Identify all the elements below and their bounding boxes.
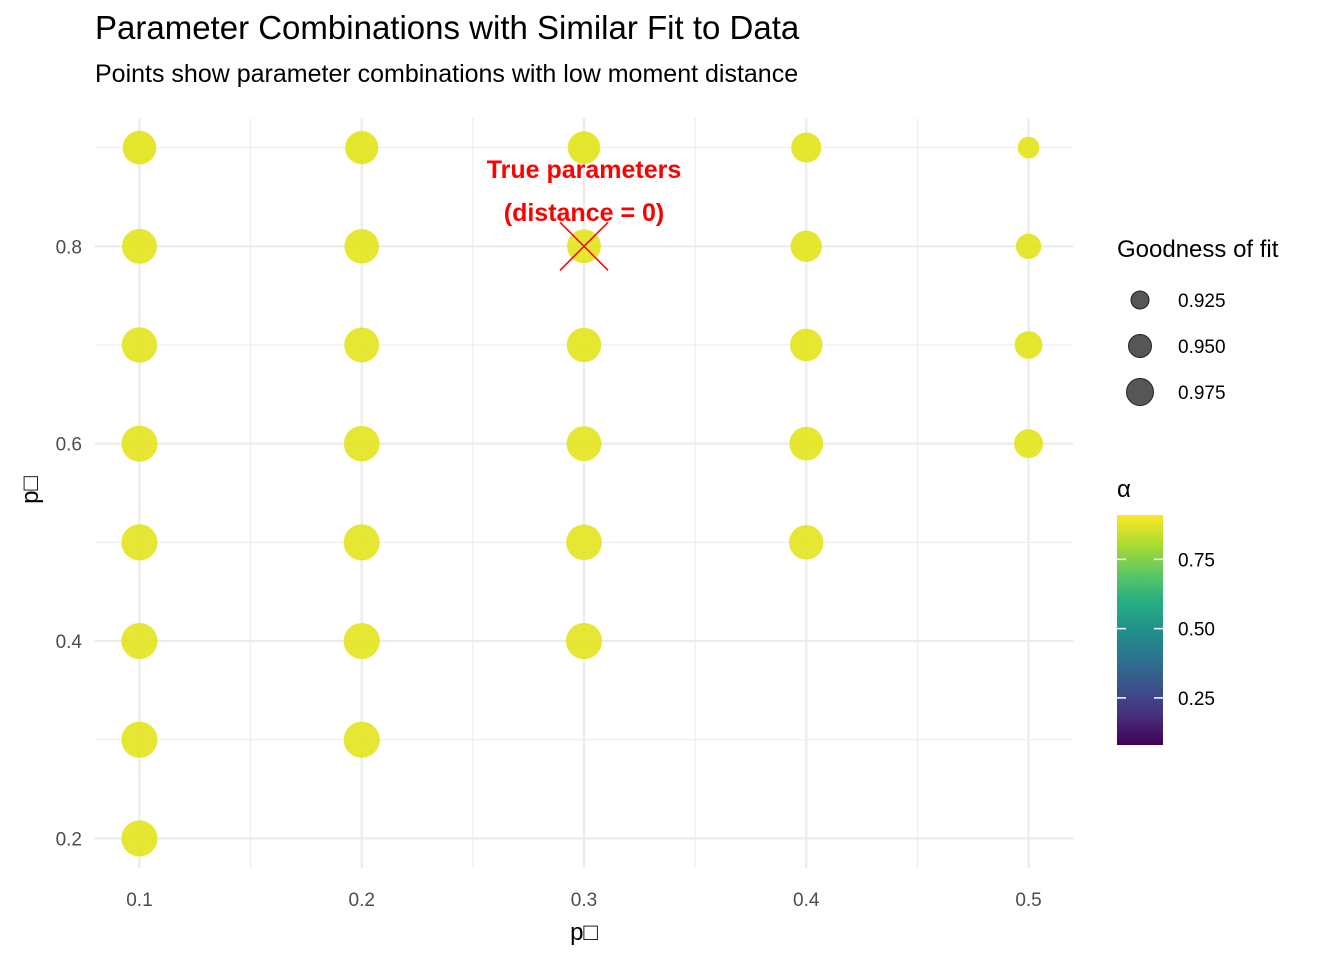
data-point (788, 524, 824, 560)
size-legend: 0.925 0.950 0.975 (1126, 290, 1226, 406)
chart-title: Parameter Combinations with Similar Fit … (95, 9, 800, 46)
x-tick-label: 0.4 (793, 890, 820, 911)
y-axis-title: p□ (17, 476, 44, 504)
data-point (343, 622, 380, 660)
data-point (343, 425, 380, 462)
y-tick-label: 0.4 (56, 632, 83, 653)
annotation-line-2: (distance = 0) (504, 199, 664, 227)
colorbar-label: 0.75 (1178, 550, 1215, 571)
data-point (343, 721, 380, 758)
data-point (344, 327, 380, 363)
x-tick-label: 0.1 (126, 890, 152, 911)
data-point (121, 425, 158, 462)
data-point (343, 524, 380, 561)
y-tick-label: 0.6 (56, 435, 82, 456)
data-point (567, 131, 601, 165)
data-points (121, 130, 1044, 857)
x-tick-label: 0.5 (1015, 890, 1041, 911)
true-parameter-marker (559, 221, 609, 271)
data-point (1017, 136, 1040, 159)
data-point (789, 426, 824, 461)
data-point (121, 228, 158, 264)
data-point (565, 622, 603, 660)
data-point (121, 524, 158, 561)
data-point (121, 721, 158, 758)
data-point (1013, 429, 1044, 459)
colorbar-label: 0.25 (1178, 689, 1215, 710)
true-marker-stroke (559, 221, 609, 271)
y-tick-label: 0.2 (56, 829, 82, 850)
data-point (121, 622, 158, 660)
size-legend-key (1126, 378, 1154, 406)
data-point (1015, 233, 1042, 260)
annotation-line-1: True parameters (487, 156, 682, 184)
size-legend-label: 0.950 (1178, 337, 1226, 358)
colorbar (1117, 515, 1163, 745)
color-legend-title: α (1117, 476, 1131, 503)
x-axis-title: p□ (570, 919, 598, 946)
y-tick-label: 0.8 (56, 237, 82, 258)
colorbar-label: 0.50 (1178, 620, 1215, 641)
data-point (790, 230, 823, 263)
data-point (789, 328, 823, 362)
data-point (344, 228, 380, 264)
color-legend: 0.75 0.50 0.25 (1117, 550, 1215, 710)
size-legend-label: 0.925 (1178, 291, 1226, 312)
data-point (791, 132, 822, 163)
data-point (566, 524, 602, 561)
data-point (1014, 330, 1043, 359)
data-point (121, 820, 158, 857)
x-tick-labels: 0.1 0.2 0.3 0.4 0.5 (126, 890, 1042, 911)
x-tick-label: 0.2 (349, 890, 375, 911)
data-point (566, 327, 602, 363)
x-tick-label: 0.3 (571, 890, 597, 911)
y-tick-labels: 0.2 0.4 0.6 0.8 (56, 237, 83, 850)
size-legend-key (1128, 334, 1152, 358)
size-legend-title: Goodness of fit (1117, 236, 1279, 263)
size-legend-label: 0.975 (1178, 383, 1226, 404)
size-legend-key (1130, 290, 1150, 310)
chart-subtitle: Points show parameter combinations with … (95, 60, 798, 88)
data-point (344, 130, 379, 165)
data-point (566, 426, 602, 462)
data-point (121, 327, 158, 363)
data-point (122, 130, 157, 165)
